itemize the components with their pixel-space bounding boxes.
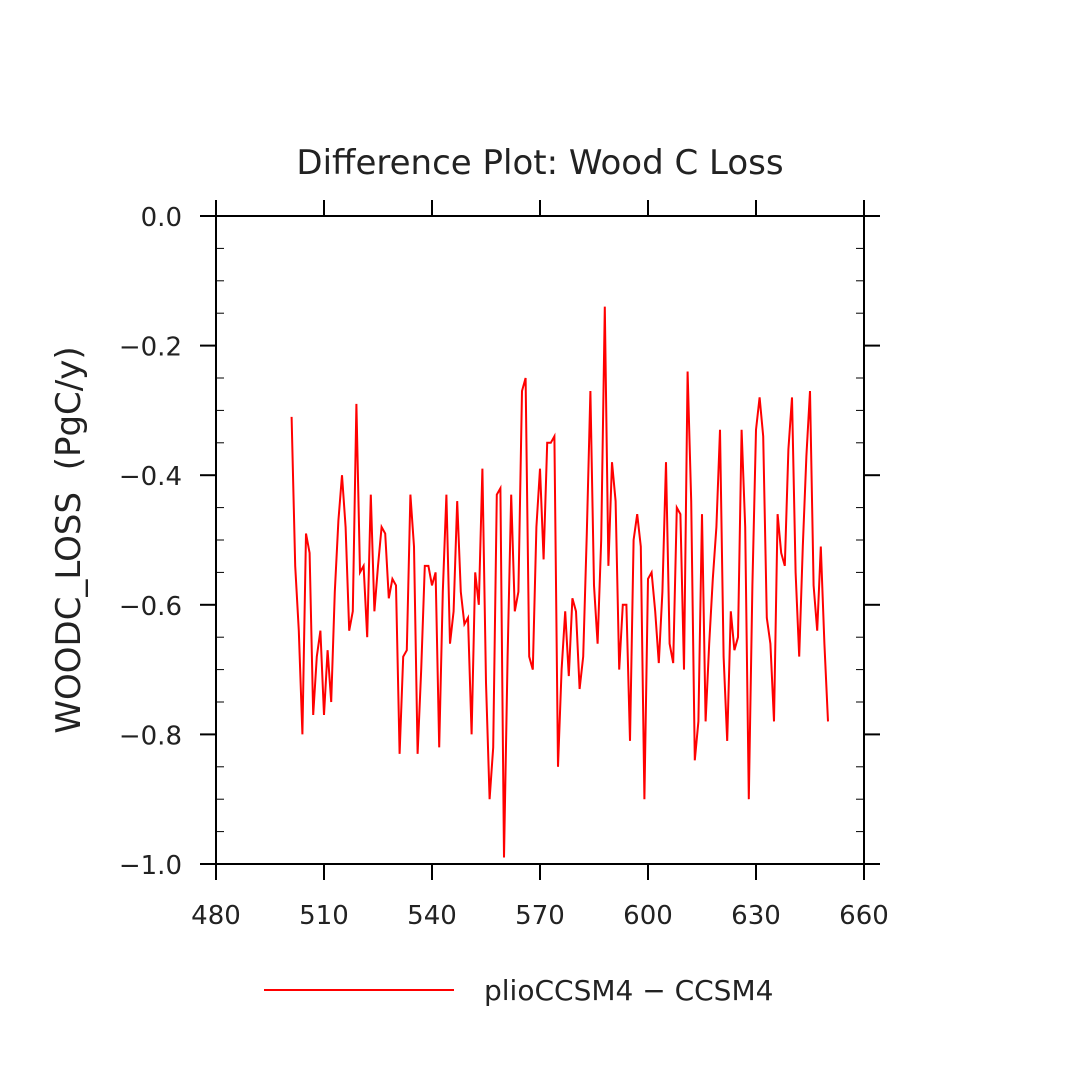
series-line xyxy=(290,306,829,858)
y-tick-label: −0.4 xyxy=(119,462,182,492)
x-tick-label: 510 xyxy=(299,901,349,931)
y-tick-label: −0.8 xyxy=(119,721,182,751)
x-tick-label: 540 xyxy=(407,901,457,931)
y-tick-label: −0.6 xyxy=(119,592,182,622)
legend: plioCCSM4 − CCSM4 xyxy=(264,974,773,1007)
x-tick-label: 630 xyxy=(731,901,781,931)
x-tick-label: 480 xyxy=(191,901,241,931)
y-axis-label: WOODC_LOSS (PgC/y) xyxy=(49,346,89,733)
series-layer xyxy=(290,306,829,858)
plot-frame xyxy=(215,215,865,865)
y-axis-tick-labels: 0.0 −0.2 −0.4 −0.6 −0.8 −1.0 xyxy=(119,203,182,881)
chart-title: Difference Plot: Wood C Loss xyxy=(296,143,783,183)
x-axis-ticks xyxy=(215,200,865,880)
x-tick-label: 600 xyxy=(623,901,673,931)
y-tick-label: −0.2 xyxy=(119,333,182,363)
y-tick-label: 0.0 xyxy=(141,203,182,233)
y-axis-ticks xyxy=(200,215,880,865)
legend-label: plioCCSM4 − CCSM4 xyxy=(484,974,773,1007)
x-tick-label: 570 xyxy=(515,901,565,931)
x-axis-tick-labels: 480 510 540 570 600 630 660 xyxy=(191,901,889,931)
x-tick-label: 660 xyxy=(839,901,889,931)
y-tick-label: −1.0 xyxy=(119,851,182,881)
